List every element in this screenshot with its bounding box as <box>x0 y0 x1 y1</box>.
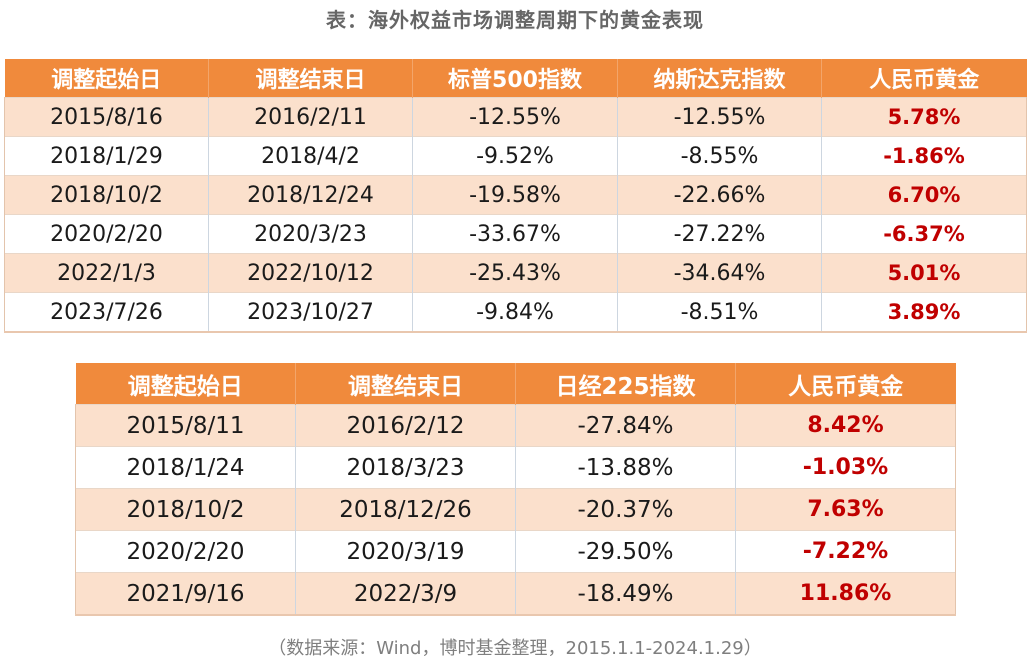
table-row: 2020/2/20 2020/3/19 -29.50% -7.22% <box>75 530 956 573</box>
cell-rmb-gold: -7.22% <box>735 530 956 573</box>
cell-start-date: 2023/7/26 <box>4 292 209 333</box>
table-header-row: 调整起始日 调整结束日 标普500指数 纳斯达克指数 人民币黄金 <box>4 59 1027 98</box>
source-note: （数据来源：Wind，博时基金整理，2015.1.1-2024.1.29） <box>268 638 762 659</box>
cell-end-date: 2018/3/23 <box>295 446 516 489</box>
cell-sp500: -12.55% <box>412 97 618 137</box>
cell-end-date: 2018/12/26 <box>295 488 516 531</box>
header-nikkei225: 日经225指数 <box>515 363 736 405</box>
table-row: 2023/7/26 2023/10/27 -9.84% -8.51% 3.89% <box>4 292 1027 333</box>
cell-rmb-gold: 6.70% <box>821 175 1027 215</box>
cell-rmb-gold: 11.86% <box>735 572 956 616</box>
cell-nasdaq: -34.64% <box>617 253 822 293</box>
cell-rmb-gold: 8.42% <box>735 404 956 447</box>
cell-start-date: 2018/1/29 <box>4 136 209 176</box>
cell-start-date: 2015/8/11 <box>75 404 296 447</box>
cell-end-date: 2016/2/11 <box>208 97 413 137</box>
cell-start-date: 2015/8/16 <box>4 97 209 137</box>
cell-sp500: -33.67% <box>412 214 618 254</box>
table-row: 2018/1/29 2018/4/2 -9.52% -8.55% -1.86% <box>4 136 1027 176</box>
cell-sp500: -9.84% <box>412 292 618 333</box>
cell-nikkei225: -29.50% <box>515 530 736 573</box>
cell-nasdaq: -27.22% <box>617 214 822 254</box>
cell-end-date: 2016/2/12 <box>295 404 516 447</box>
cell-rmb-gold: 3.89% <box>821 292 1027 333</box>
cell-nasdaq: -8.55% <box>617 136 822 176</box>
header-start-date: 调整起始日 <box>75 363 296 405</box>
cell-rmb-gold: -1.03% <box>735 446 956 489</box>
cell-start-date: 2020/2/20 <box>75 530 296 573</box>
cell-rmb-gold: 7.63% <box>735 488 956 531</box>
header-rmb-gold: 人民币黄金 <box>821 59 1027 98</box>
cell-end-date: 2020/3/23 <box>208 214 413 254</box>
table-header-row: 调整起始日 调整结束日 日经225指数 人民币黄金 <box>75 363 956 405</box>
cell-sp500: -9.52% <box>412 136 618 176</box>
cell-nikkei225: -27.84% <box>515 404 736 447</box>
header-start-date: 调整起始日 <box>4 59 209 98</box>
cell-end-date: 2023/10/27 <box>208 292 413 333</box>
cell-nasdaq: -12.55% <box>617 97 822 137</box>
cell-rmb-gold: -1.86% <box>821 136 1027 176</box>
cell-nikkei225: -13.88% <box>515 446 736 489</box>
cell-nasdaq: -8.51% <box>617 292 822 333</box>
nikkei-table: 调整起始日 调整结束日 日经225指数 人民币黄金 2015/8/11 2016… <box>75 363 956 616</box>
cell-end-date: 2018/4/2 <box>208 136 413 176</box>
table-row: 2015/8/11 2016/2/12 -27.84% 8.42% <box>75 404 956 447</box>
cell-end-date: 2018/12/24 <box>208 175 413 215</box>
cell-start-date: 2018/1/24 <box>75 446 296 489</box>
cell-end-date: 2022/3/9 <box>295 572 516 616</box>
table-row: 2020/2/20 2020/3/23 -33.67% -27.22% -6.3… <box>4 214 1027 254</box>
cell-rmb-gold: 5.78% <box>821 97 1027 137</box>
cell-start-date: 2018/10/2 <box>4 175 209 215</box>
cell-start-date: 2020/2/20 <box>4 214 209 254</box>
cell-rmb-gold: 5.01% <box>821 253 1027 293</box>
us-index-table: 调整起始日 调整结束日 标普500指数 纳斯达克指数 人民币黄金 2015/8/… <box>4 59 1027 333</box>
table-row: 2022/1/3 2022/10/12 -25.43% -34.64% 5.01… <box>4 253 1027 293</box>
cell-rmb-gold: -6.37% <box>821 214 1027 254</box>
cell-end-date: 2020/3/19 <box>295 530 516 573</box>
header-sp500: 标普500指数 <box>412 59 618 98</box>
header-end-date: 调整结束日 <box>208 59 413 98</box>
cell-start-date: 2018/10/2 <box>75 488 296 531</box>
header-rmb-gold: 人民币黄金 <box>735 363 956 405</box>
table-row: 2018/1/24 2018/3/23 -13.88% -1.03% <box>75 446 956 489</box>
cell-start-date: 2021/9/16 <box>75 572 296 616</box>
table-row: 2021/9/16 2022/3/9 -18.49% 11.86% <box>75 572 956 616</box>
cell-nikkei225: -18.49% <box>515 572 736 616</box>
page-title: 表：海外权益市场调整周期下的黄金表现 <box>326 8 704 32</box>
header-nasdaq: 纳斯达克指数 <box>617 59 822 98</box>
table-row: 2018/10/2 2018/12/26 -20.37% 7.63% <box>75 488 956 531</box>
cell-nasdaq: -22.66% <box>617 175 822 215</box>
cell-start-date: 2022/1/3 <box>4 253 209 293</box>
cell-nikkei225: -20.37% <box>515 488 736 531</box>
header-end-date: 调整结束日 <box>295 363 516 405</box>
cell-sp500: -25.43% <box>412 253 618 293</box>
table-row: 2018/10/2 2018/12/24 -19.58% -22.66% 6.7… <box>4 175 1027 215</box>
cell-end-date: 2022/10/12 <box>208 253 413 293</box>
table-row: 2015/8/16 2016/2/11 -12.55% -12.55% 5.78… <box>4 97 1027 137</box>
cell-sp500: -19.58% <box>412 175 618 215</box>
